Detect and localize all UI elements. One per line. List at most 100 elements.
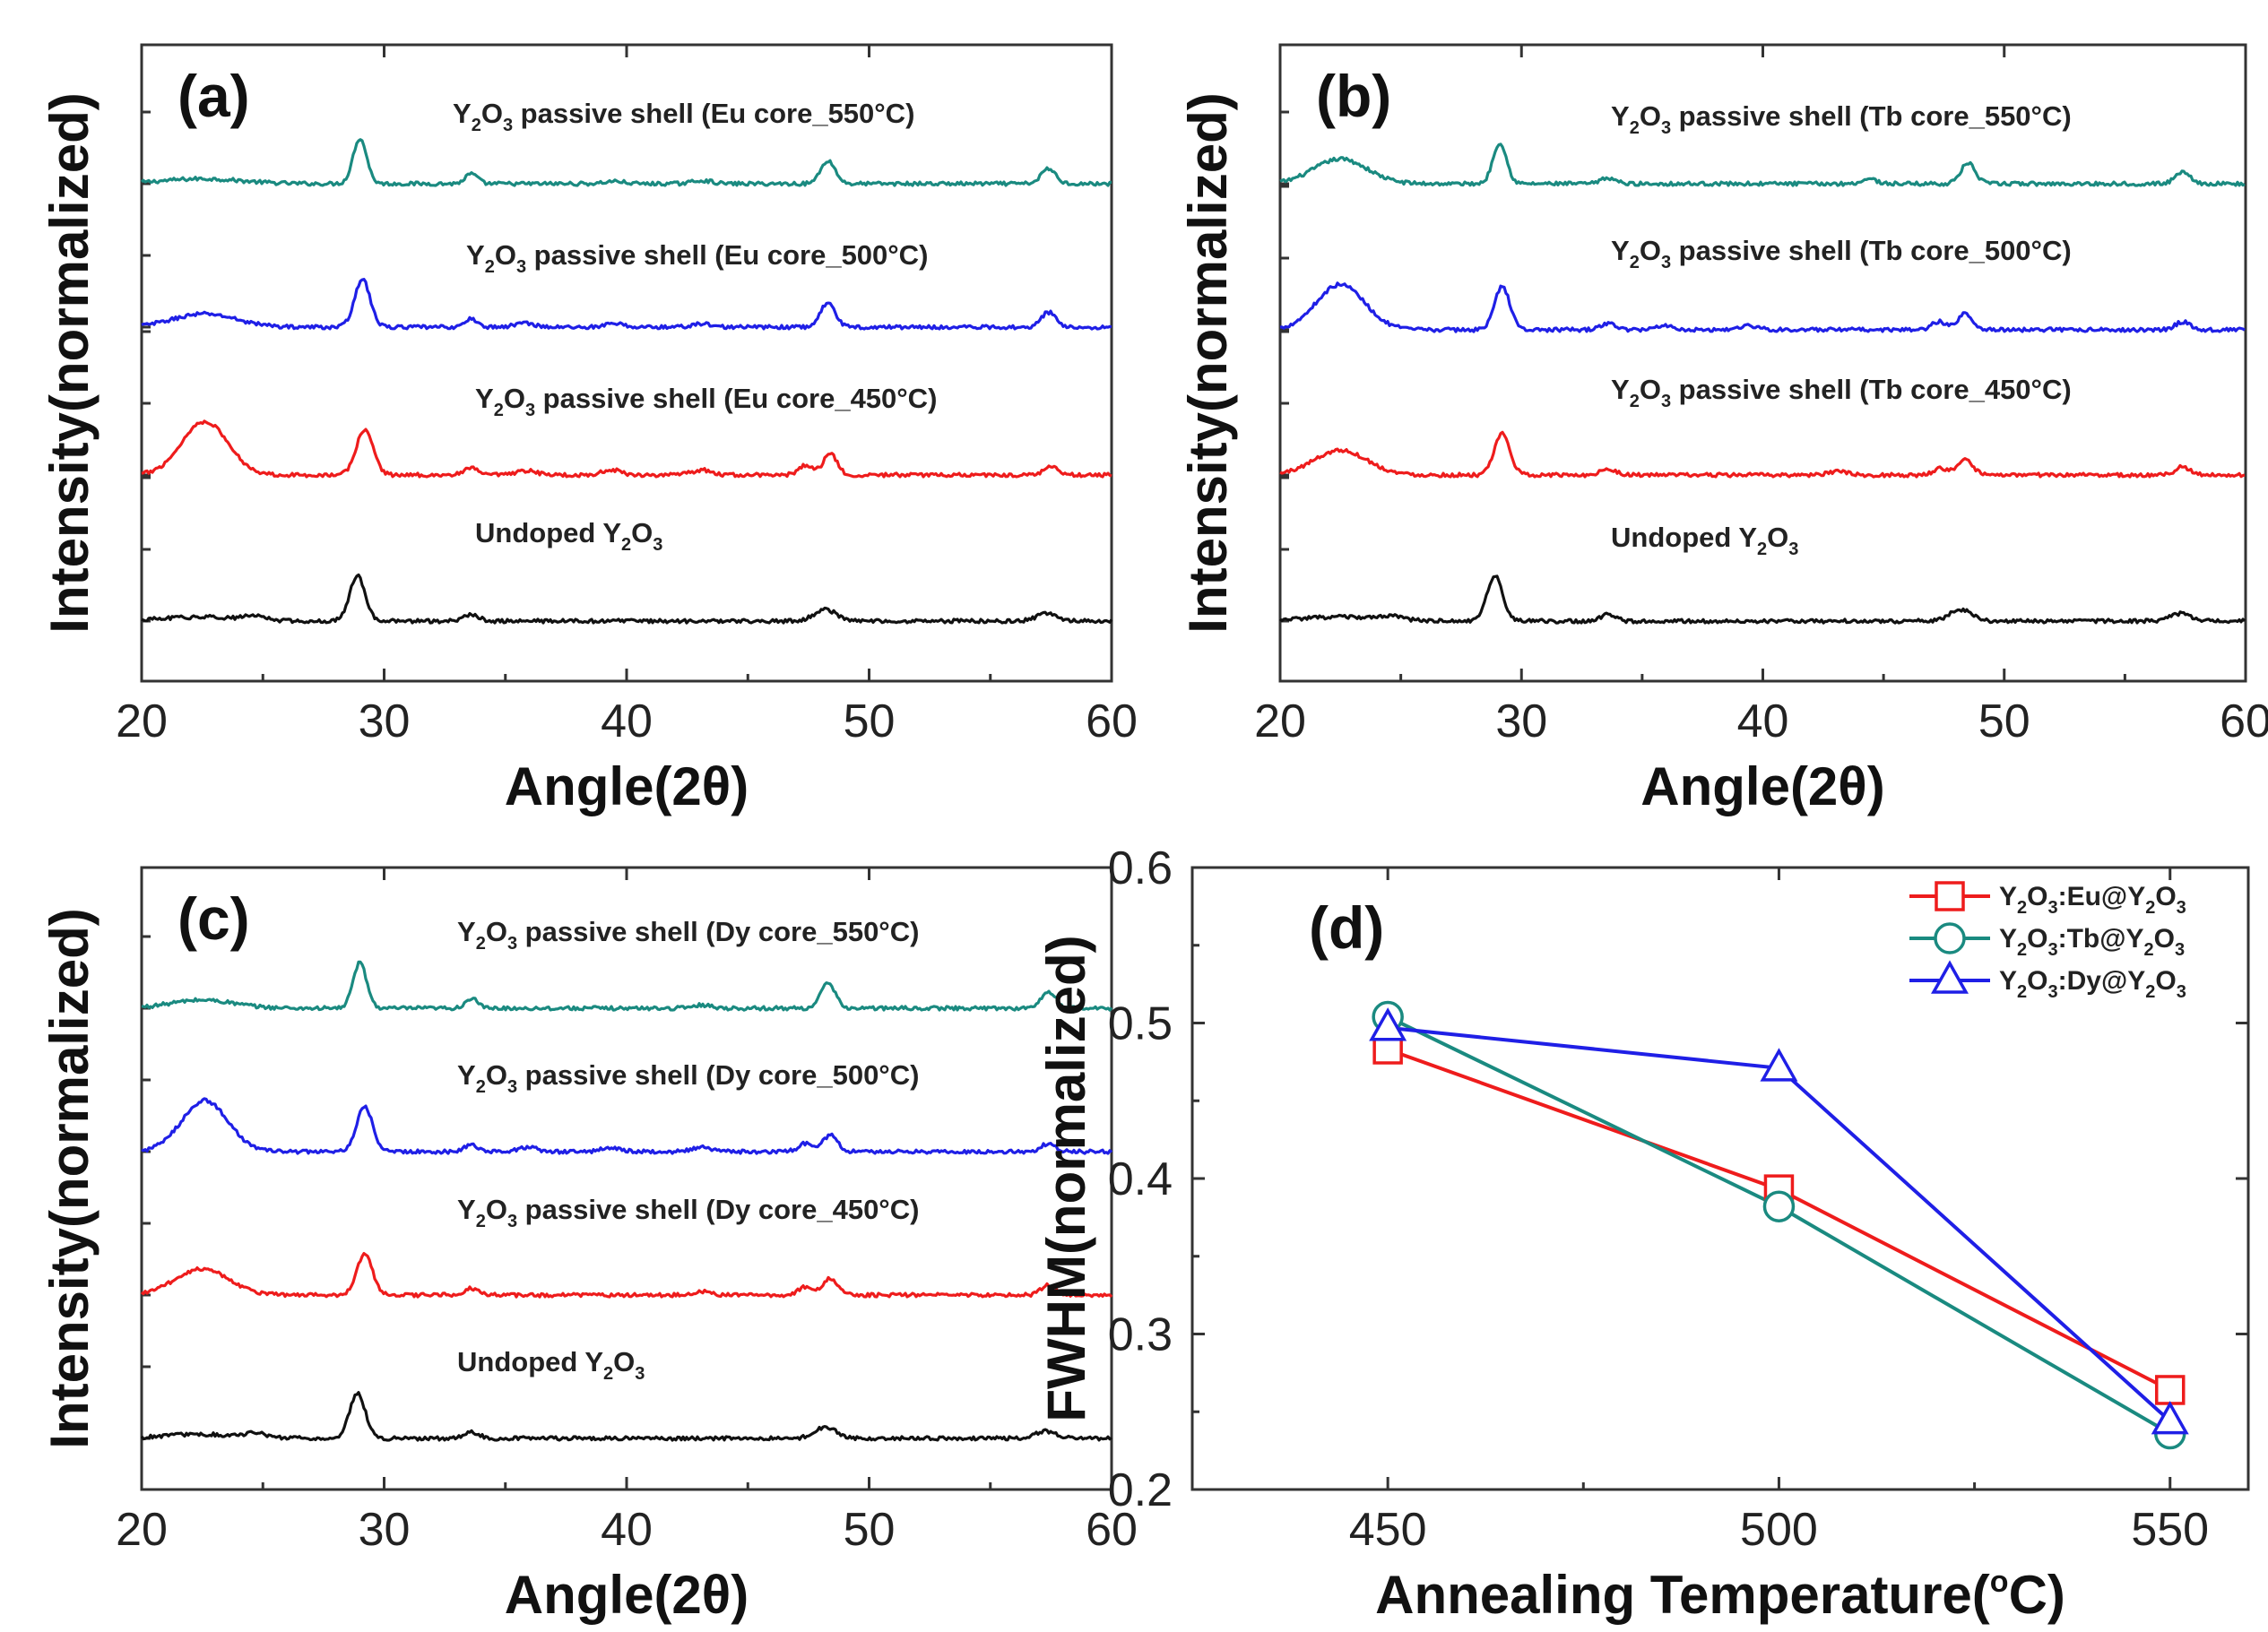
label-fragment: passive shell (Eu core_500°C) [526,239,928,271]
data-point-triangle [1369,1007,1407,1041]
panel-label: (b) [1316,63,1391,129]
xrd-curve-cyan [1279,142,2246,187]
panel-c: 20 30 40 50 60 Angle(2θ) Intensity(normalized)… [39,866,1138,1625]
y-axis-label: Intensity(normalized) [1178,92,1238,633]
y-tick-label: 0.4 [1108,1153,1173,1205]
subscript: 2 [1630,118,1640,138]
label-fragment: O [1640,100,1661,132]
subscript: 2 [2145,898,2155,918]
y-tick-label: 0.5 [1108,998,1173,1050]
label-fragment: passive shell (Dy core_500°C) [517,1059,919,1091]
y-tick-label: 0.2 [1108,1464,1173,1516]
subscript: 3 [2047,898,2057,918]
curve-label: Y2O3 passive shell (Eu core_450°C) [475,383,937,420]
label-fragment: passive shell (Tb core_450°C) [1671,374,2072,405]
subscript: 3 [2177,982,2186,1002]
label-fragment: O [2155,882,2176,911]
data-point-triangle [2151,1401,2189,1435]
legend-marker-triangle [1931,960,1969,994]
data-point-square [2154,1375,2186,1405]
subscript: 3 [1661,392,1671,411]
label-fragment: Y [1999,882,2017,911]
curve-label: Y2O3 passive shell (Dy core_550°C) [457,916,919,954]
label-fragment: O [486,1194,507,1225]
label-fragment: passive shell (Tb core_500°C) [1671,235,2072,266]
x-tick-label: 60 [1086,1504,1138,1556]
label-fragment: O [1640,374,1661,405]
label-fragment: O [2155,966,2176,996]
xrd-curve-blue [1279,281,2246,333]
subscript: 3 [525,401,535,420]
label-fragment: O [2027,924,2047,954]
x-axis-label-text: C) [2009,1565,2065,1625]
xrd-curve-blue [141,278,1112,331]
label-fragment: Y [1611,374,1630,405]
label-fragment: Y [466,239,485,271]
x-tick-label: 20 [1254,695,1306,747]
panel-label: (d) [1309,894,1384,961]
x-axis-label-text: Annealing Temperature( [1375,1565,1990,1625]
curve-label: Y2O3 passive shell (Tb core_500°C) [1611,235,2072,272]
panel-label: (a) [177,63,250,129]
label-fragment: Y [1999,966,2017,996]
subscript: 3 [635,1364,645,1384]
curve-label: Undoped Y2O3 [475,517,662,555]
panel-a: 20 30 40 50 60 Angle(2θ) Intensity(normalized)… [39,43,1138,816]
x-tick-label: 40 [601,695,653,747]
curve-label: Y2O3 passive shell (Dy core_450°C) [457,1194,919,1231]
curve-label: Y2O3 passive shell (Eu core_500°C) [466,239,928,277]
label-fragment: :Dy@Y [2058,966,2146,996]
x-tick-label: 20 [116,695,168,747]
curve-label: Undoped Y2O3 [1611,522,1798,559]
subscript: 2 [476,934,486,954]
plot-frame [140,43,1113,683]
x-tick-label: 550 [2131,1504,2209,1556]
plot-frame [1278,43,2247,683]
panel-b: 20 30 40 50 60 Angle(2θ) Intensity(normalized)… [1178,43,2268,816]
x-axis-label: Angle(2θ) [1640,756,1884,816]
subscript: 2 [1630,253,1640,272]
y-tick-label: 0.6 [1108,842,1173,894]
label-fragment: Undoped Y [1611,522,1757,553]
label-fragment: passive shell (Eu core_450°C) [535,383,937,414]
curve-label: Y2O3 passive shell (Tb core_450°C) [1611,374,2072,411]
subscript: 2 [494,401,504,420]
fwhm-line-blue [1387,1025,2172,1423]
legend-label: Y2O3:Tb@Y2O3 [1999,924,2185,960]
xrd-curve-blue [141,1097,1113,1155]
x-tick-label: 500 [1740,1504,1818,1556]
subscript: 3 [1661,253,1671,272]
panel-label: (c) [177,885,250,952]
label-fragment: Y [453,98,472,129]
label-fragment: Y [475,383,494,414]
label-fragment: :Tb@Y [2058,924,2144,954]
subscript: 3 [516,257,526,277]
label-fragment: passive shell (Dy core_550°C) [517,916,919,947]
subscript: 3 [503,116,513,135]
subscript: 3 [507,934,517,954]
label-fragment: O [481,98,503,129]
legend-marker-square [1935,881,1965,911]
x-tick-label: 60 [2220,695,2268,747]
xrd-curve-black [140,1391,1112,1442]
curve-label: Undoped Y2O3 [457,1346,645,1384]
subscript: 2 [2145,982,2155,1002]
label-fragment: O [504,383,525,414]
label-fragment: Undoped Y [475,517,621,548]
curve-label: Y2O3 passive shell (Tb core_550°C) [1611,100,2072,138]
xrd-curve-black [1278,574,2246,625]
x-tick-label: 30 [1495,695,1547,747]
x-tick-label: 40 [601,1504,653,1556]
x-tick-label: 60 [1086,695,1138,747]
data-point-circle [1762,1190,1796,1222]
label-fragment: O [486,1059,507,1091]
label-fragment: passive shell (Eu core_550°C) [513,98,914,129]
legend-label: Y2O3:Eu@Y2O3 [1999,882,2186,918]
subscript: 3 [507,1077,517,1097]
label-fragment: O [2027,966,2047,996]
subscript: 2 [476,1077,486,1097]
xrd-curve-black [141,573,1113,625]
xrd-curve-red [141,419,1112,479]
